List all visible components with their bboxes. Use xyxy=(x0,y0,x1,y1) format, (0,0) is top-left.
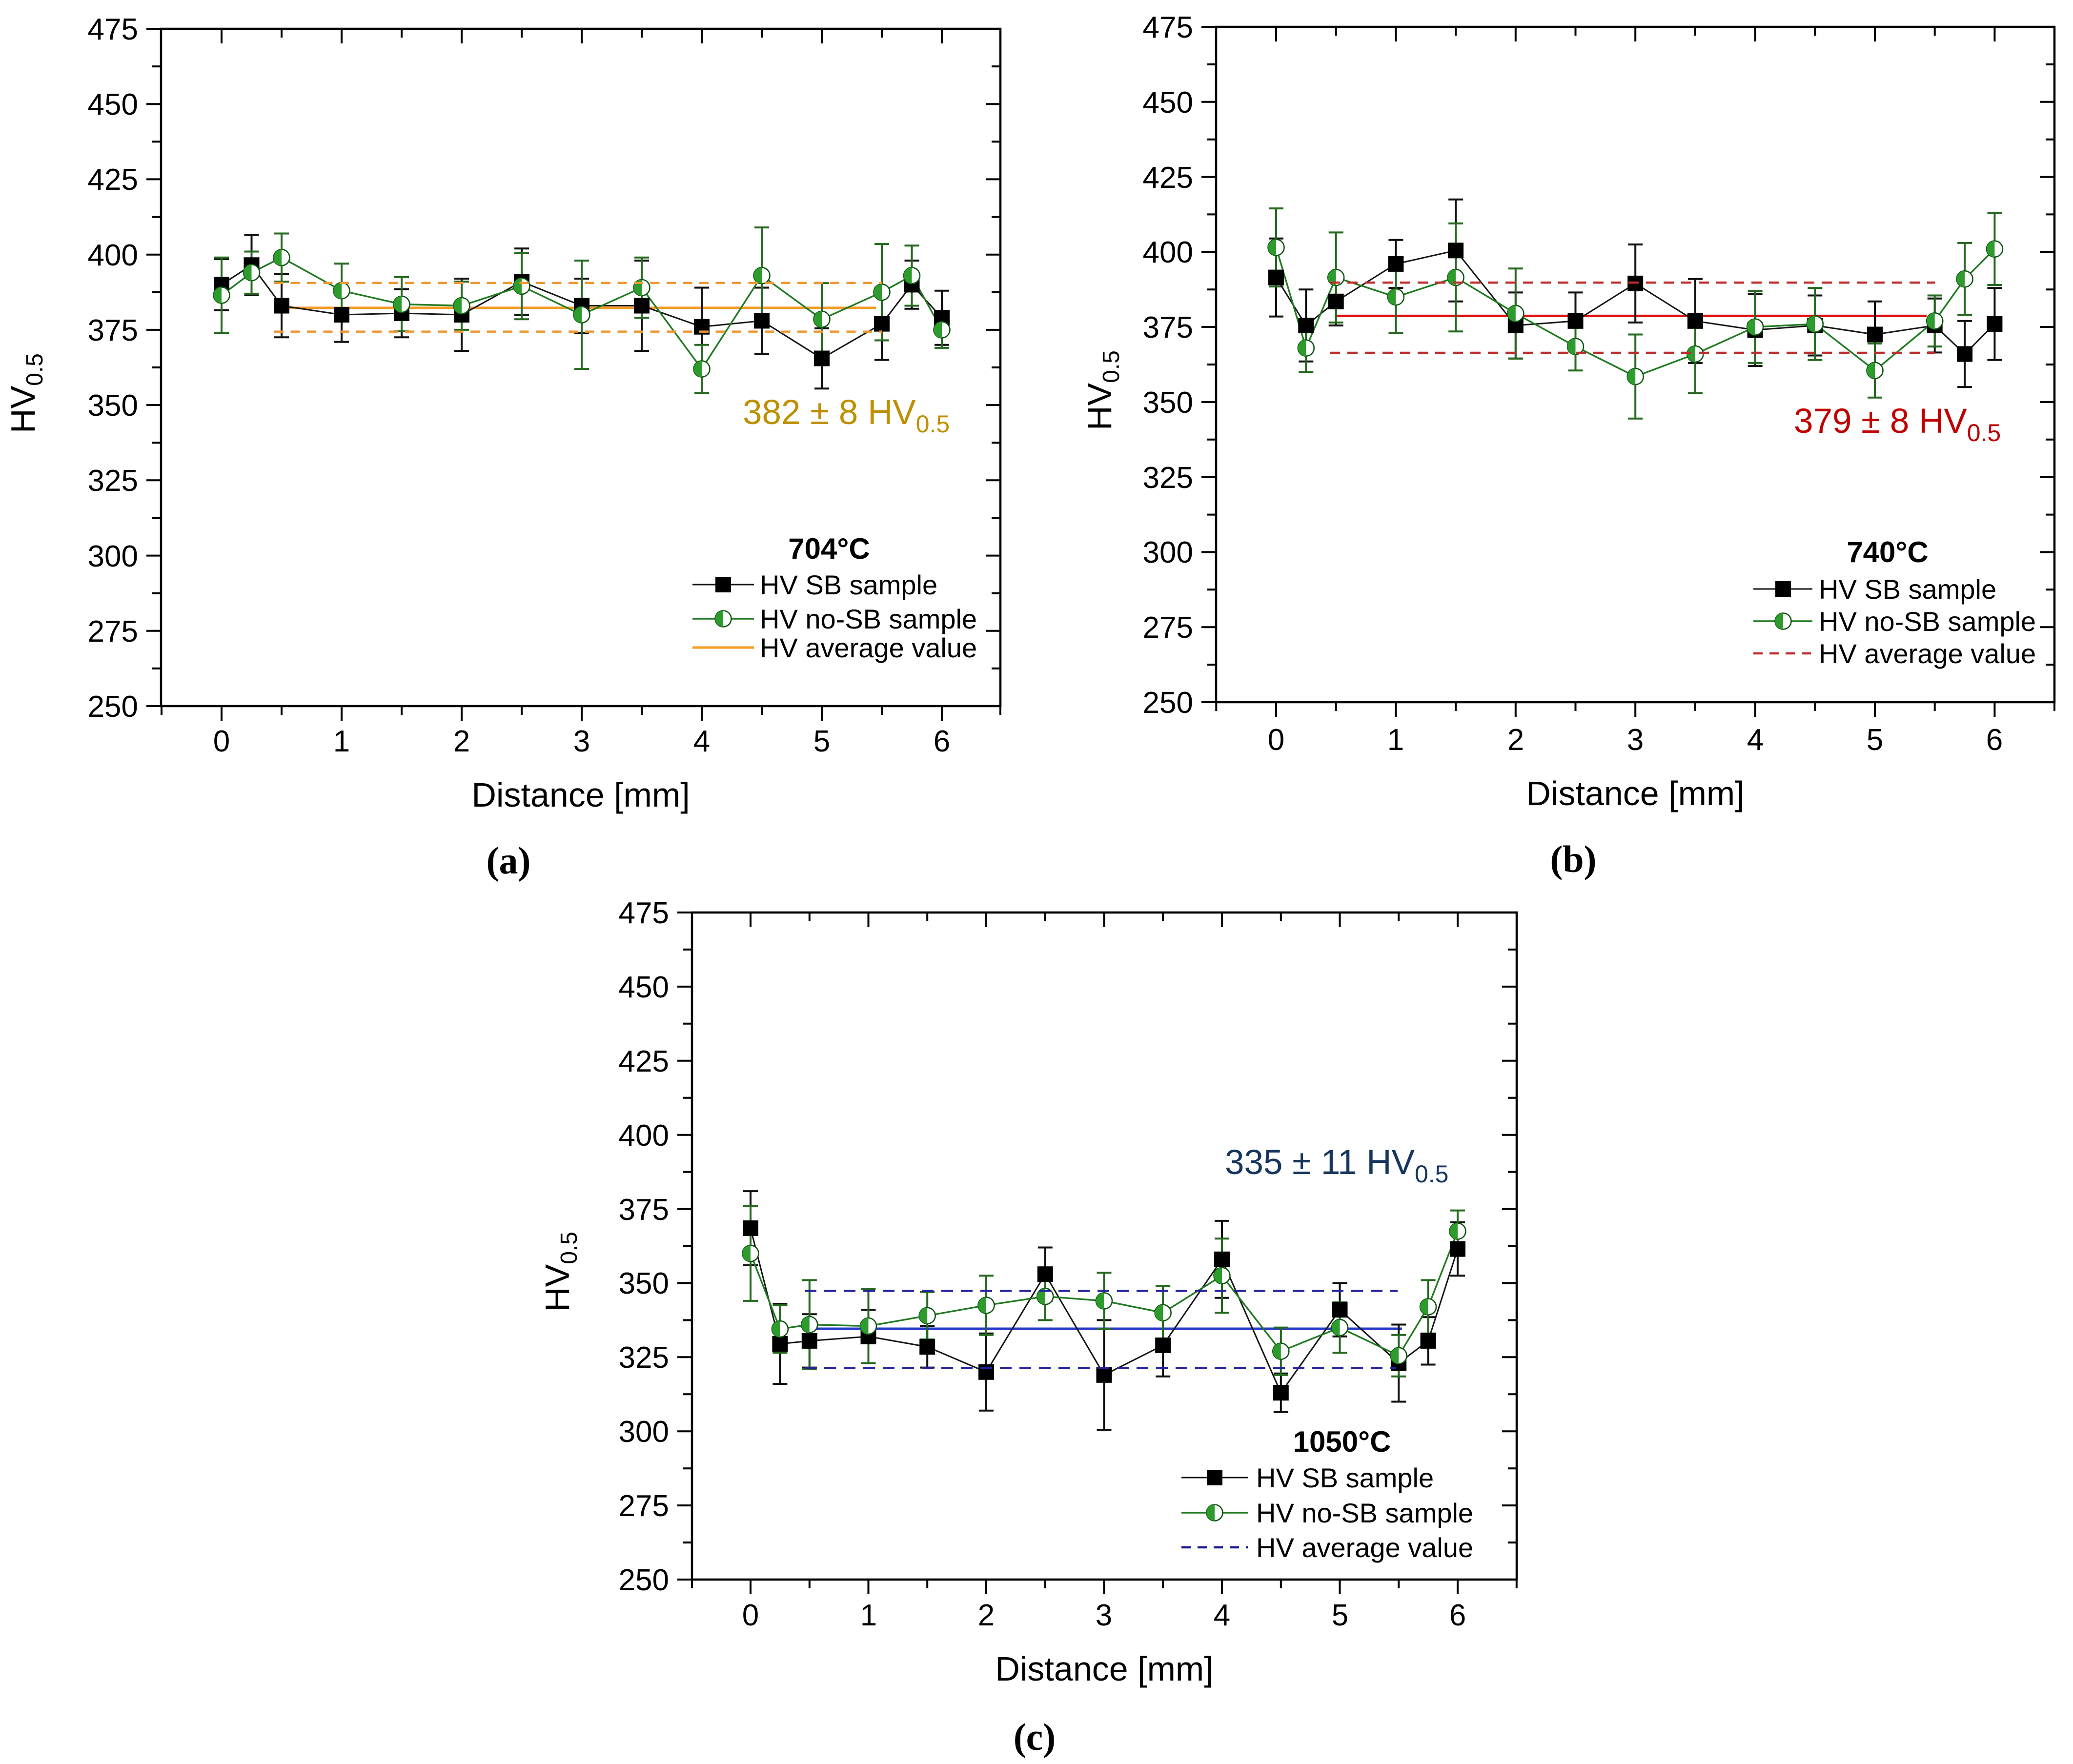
svg-text:375: 375 xyxy=(88,314,138,347)
svg-text:740°C: 740°C xyxy=(1847,536,1928,568)
svg-text:4: 4 xyxy=(1747,723,1764,757)
svg-text:1: 1 xyxy=(333,725,350,758)
svg-text:425: 425 xyxy=(1143,161,1193,195)
svg-text:300: 300 xyxy=(619,1415,669,1449)
svg-text:350: 350 xyxy=(88,389,138,423)
svg-text:HV average value: HV average value xyxy=(1819,638,2036,669)
svg-text:400: 400 xyxy=(619,1119,669,1153)
svg-text:HV no-SB sample: HV no-SB sample xyxy=(760,604,977,634)
svg-text:325: 325 xyxy=(1143,461,1193,495)
svg-text:450: 450 xyxy=(88,88,138,122)
svg-text:5: 5 xyxy=(1867,723,1883,757)
svg-text:1: 1 xyxy=(860,1599,877,1632)
svg-text:2: 2 xyxy=(1507,723,1524,757)
svg-text:6: 6 xyxy=(1449,1599,1466,1632)
svg-text:0: 0 xyxy=(1268,723,1284,757)
svg-text:475: 475 xyxy=(88,13,138,46)
svg-text:275: 275 xyxy=(1143,611,1193,645)
svg-text:6: 6 xyxy=(934,725,950,758)
svg-text:1: 1 xyxy=(1387,723,1404,757)
svg-text:300: 300 xyxy=(88,540,138,573)
svg-text:325: 325 xyxy=(88,464,138,498)
svg-text:5: 5 xyxy=(813,725,830,758)
svg-text:HV0.5: HV0.5 xyxy=(538,1232,582,1312)
svg-text:450: 450 xyxy=(1143,86,1193,120)
svg-text:0: 0 xyxy=(742,1599,759,1632)
svg-text:475: 475 xyxy=(619,896,669,930)
svg-text:4: 4 xyxy=(1214,1599,1230,1632)
svg-text:3: 3 xyxy=(573,725,590,758)
svg-text:6: 6 xyxy=(1986,723,2003,757)
svg-text:275: 275 xyxy=(88,615,138,649)
svg-text:335 ± 11 HV0.5: 335 ± 11 HV0.5 xyxy=(1225,1143,1448,1188)
svg-text:3: 3 xyxy=(1096,1599,1112,1632)
svg-text:Distance [mm]: Distance [mm] xyxy=(995,1650,1213,1688)
svg-text:250: 250 xyxy=(619,1563,669,1597)
svg-text:382 ± 8 HV0.5: 382 ± 8 HV0.5 xyxy=(743,393,950,438)
svg-text:0: 0 xyxy=(213,725,230,758)
svg-text:1050°C: 1050°C xyxy=(1293,1425,1391,1458)
svg-text:400: 400 xyxy=(88,239,138,272)
svg-text:Distance [mm]: Distance [mm] xyxy=(1526,774,1744,812)
svg-text:HV no-SB sample: HV no-SB sample xyxy=(1256,1498,1473,1528)
svg-text:2: 2 xyxy=(978,1599,995,1632)
svg-text:275: 275 xyxy=(619,1489,669,1523)
svg-text:(a): (a) xyxy=(487,839,531,882)
svg-text:2: 2 xyxy=(453,725,470,758)
svg-text:HV0.5: HV0.5 xyxy=(4,353,48,433)
svg-text:250: 250 xyxy=(1143,686,1193,720)
svg-text:(c): (c) xyxy=(1014,1716,1056,1758)
svg-text:450: 450 xyxy=(619,971,669,1004)
svg-text:425: 425 xyxy=(88,163,138,197)
svg-text:HV SB sample: HV SB sample xyxy=(760,569,937,600)
svg-text:(b): (b) xyxy=(1550,838,1596,880)
svg-text:375: 375 xyxy=(619,1193,669,1227)
svg-text:325: 325 xyxy=(619,1341,669,1375)
svg-text:425: 425 xyxy=(619,1045,669,1078)
svg-text:HV SB sample: HV SB sample xyxy=(1819,574,1996,605)
svg-text:4: 4 xyxy=(693,725,710,758)
svg-text:375: 375 xyxy=(1143,311,1193,345)
svg-text:Distance [mm]: Distance [mm] xyxy=(471,776,690,814)
svg-text:400: 400 xyxy=(1143,236,1193,269)
svg-text:5: 5 xyxy=(1332,1599,1348,1632)
svg-text:HV average value: HV average value xyxy=(760,632,977,663)
svg-text:350: 350 xyxy=(619,1267,669,1300)
svg-text:704°C: 704°C xyxy=(788,532,870,565)
svg-text:475: 475 xyxy=(1143,11,1193,44)
svg-text:HV average value: HV average value xyxy=(1256,1532,1473,1563)
svg-text:300: 300 xyxy=(1143,536,1193,569)
svg-text:379 ± 8 HV0.5: 379 ± 8 HV0.5 xyxy=(1794,402,2001,446)
svg-text:HV SB sample: HV SB sample xyxy=(1256,1462,1434,1493)
svg-text:350: 350 xyxy=(1143,386,1193,420)
svg-text:250: 250 xyxy=(88,690,138,724)
svg-text:3: 3 xyxy=(1627,723,1644,757)
svg-text:HV no-SB sample: HV no-SB sample xyxy=(1819,606,2036,637)
